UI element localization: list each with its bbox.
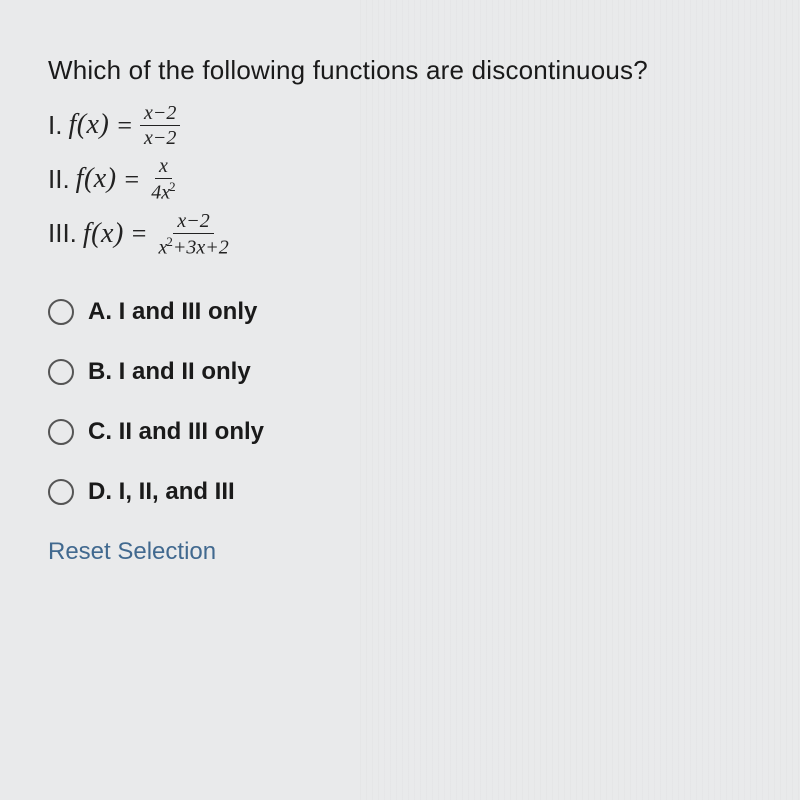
stem-3-label: III.: [48, 213, 77, 255]
stem-3-lhs: f(x): [83, 212, 124, 257]
equals-sign: =: [125, 159, 140, 201]
stem-2-fraction: x 4x2: [147, 155, 179, 204]
stem-2-label: II.: [48, 159, 70, 201]
reset-selection-link[interactable]: Reset Selection: [48, 538, 770, 566]
radio-icon[interactable]: [48, 419, 74, 445]
equals-sign: =: [132, 213, 147, 255]
stem-1-numerator: x−2: [140, 102, 180, 126]
option-b[interactable]: B. I and II only: [48, 358, 770, 386]
stem-2-denominator: 4x2: [147, 179, 179, 204]
option-c-text: C. II and III only: [88, 418, 264, 446]
stem-2-lhs: f(x): [76, 157, 117, 202]
option-a-text: A. I and III only: [88, 298, 257, 326]
question-text: Which of the following functions are dis…: [48, 55, 770, 86]
stem-2: II. f(x) = x 4x2: [48, 155, 770, 204]
equals-sign: =: [117, 105, 132, 147]
answer-options: A. I and III only B. I and II only C. II…: [48, 298, 770, 506]
option-b-text: B. I and II only: [88, 358, 251, 386]
option-d[interactable]: D. I, II, and III: [48, 478, 770, 506]
stem-3-numerator: x−2: [173, 210, 213, 234]
stem-2-numerator: x: [155, 155, 172, 179]
stem-1-fraction: x−2 x−2: [140, 102, 180, 149]
stem-3-fraction: x−2 x2+3x+2: [154, 210, 232, 259]
function-stems: I. f(x) = x−2 x−2 II. f(x) = x 4x2 III. …: [48, 102, 770, 258]
radio-icon[interactable]: [48, 359, 74, 385]
stem-3: III. f(x) = x−2 x2+3x+2: [48, 210, 770, 259]
stem-1-denominator: x−2: [140, 126, 180, 149]
option-d-text: D. I, II, and III: [88, 478, 235, 506]
radio-icon[interactable]: [48, 299, 74, 325]
stem-1-label: I.: [48, 105, 62, 147]
stem-1: I. f(x) = x−2 x−2: [48, 102, 770, 149]
radio-icon[interactable]: [48, 479, 74, 505]
stem-1-lhs: f(x): [68, 103, 109, 148]
option-c[interactable]: C. II and III only: [48, 418, 770, 446]
option-a[interactable]: A. I and III only: [48, 298, 770, 326]
stem-3-denominator: x2+3x+2: [154, 234, 232, 259]
